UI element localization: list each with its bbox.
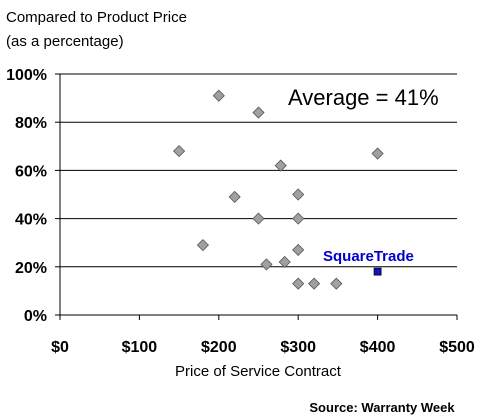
scatter-point <box>252 106 265 119</box>
scatter-point <box>228 190 241 203</box>
gridlines <box>60 73 457 268</box>
x-axis-title: Price of Service Contract <box>175 363 342 380</box>
y-axis-title-line-2: (as a percentage) <box>6 33 124 50</box>
y-tick-label: 100% <box>6 67 47 84</box>
x-tick-label: $500 <box>439 339 475 356</box>
squaretrade-label: SquareTrade <box>323 248 414 265</box>
scatter-point <box>274 159 287 172</box>
x-tick-label: $200 <box>201 339 237 356</box>
y-tick-label: 60% <box>15 163 47 180</box>
scatter-point <box>292 188 305 201</box>
x-tick-label: $100 <box>122 339 158 356</box>
y-axis-title-line-1: Compared to Product Price <box>6 9 187 26</box>
y-tick-label: 0% <box>24 308 47 325</box>
scatter-point <box>292 212 305 225</box>
scatter-point <box>278 255 291 269</box>
x-tick-labels: $0 $100 $200 $300 $400 $500 <box>51 315 475 356</box>
average-annotation: Average = 41% <box>288 85 439 110</box>
scatter-point <box>292 243 305 256</box>
scatter-point <box>260 258 273 271</box>
axes <box>59 74 457 316</box>
scatter-point <box>173 145 186 158</box>
scatter-point <box>292 277 305 290</box>
scatter-point <box>330 277 343 290</box>
squaretrade-point <box>373 267 382 276</box>
scatter-point <box>212 89 225 102</box>
scatter-point <box>196 239 209 252</box>
y-tick-labels: 0% 20% 40% 60% 80% 100% <box>6 67 60 325</box>
y-tick-label: 40% <box>15 212 47 229</box>
y-tick-label: 80% <box>15 115 47 132</box>
scatter-point <box>308 277 321 290</box>
scatter-point <box>371 147 384 160</box>
scatter-point <box>252 212 265 225</box>
x-tick-label: $300 <box>280 339 316 356</box>
x-tick-label: $400 <box>360 339 396 356</box>
source-note: Source: Warranty Week <box>309 400 455 415</box>
y-tick-label: 20% <box>15 260 47 277</box>
data-points <box>173 89 384 290</box>
x-tick-label: $0 <box>51 339 69 356</box>
